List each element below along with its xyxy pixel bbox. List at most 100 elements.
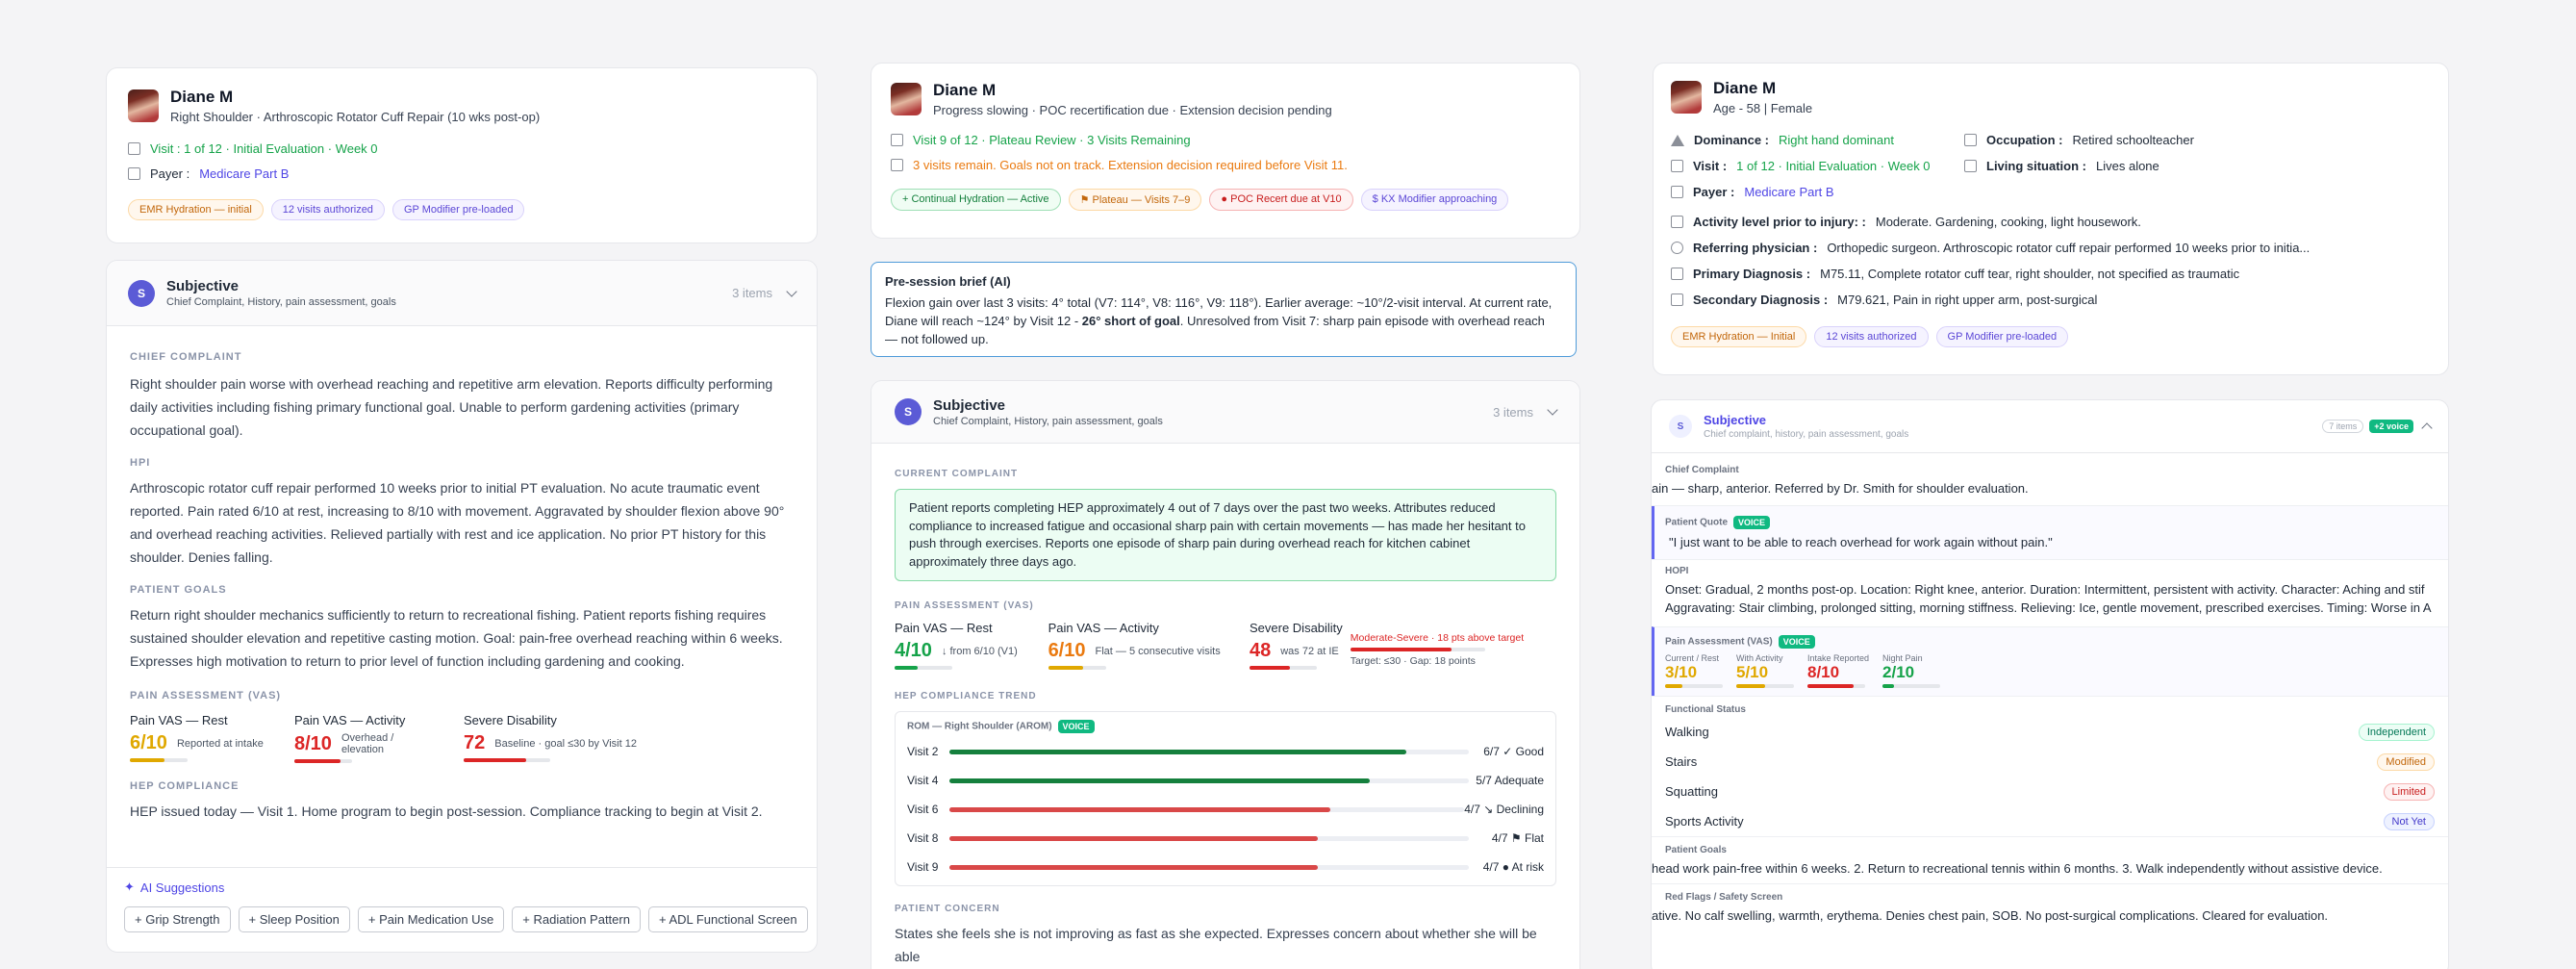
person-icon [1671, 242, 1683, 254]
brief-text: Flexion gain over last 3 visits: 4° tota… [885, 295, 1553, 328]
chip-emr-hydration[interactable]: EMR Hydration — Initial [1671, 326, 1807, 347]
section-subtitle: Chief Complaint, History, pain assessmen… [166, 296, 396, 308]
activity-icon [1671, 216, 1683, 228]
chief-complaint-label: Chief Complaint [1665, 465, 1739, 475]
hpi-label: HPI [130, 457, 151, 469]
vas-bar [1882, 684, 1895, 688]
patient-subtitle: Age - 58 | Female [1713, 101, 1813, 115]
chip-visits-authorized[interactable]: 12 visits authorized [1814, 326, 1929, 347]
dominance-value: Right hand dominant [1779, 133, 1894, 147]
subjective-header[interactable]: S Subjective Chief Complaint, History, p… [871, 381, 1579, 444]
activity-name: Sports Activity [1665, 814, 1744, 829]
patient-name: Diane M [933, 81, 997, 99]
vas-night-pain: Night Pain 2/10 [1882, 653, 1941, 688]
rom-label: ROM — Right Shoulder (AROM) [907, 721, 1052, 732]
occupation-value: Retired schoolteacher [2072, 133, 2194, 147]
vas-bar [1807, 684, 1854, 688]
suggestion-adl-screen[interactable]: + ADL Functional Screen [647, 906, 808, 932]
status-badge[interactable]: Modified [2377, 752, 2435, 771]
section-subtitle: Chief complaint, history, pain assessmen… [1704, 429, 1909, 440]
suggestion-grip-strength[interactable]: + Grip Strength [124, 906, 231, 932]
patient-subtitle: Progress slowing · POC recertification d… [933, 103, 1332, 117]
chip-continual-hydration[interactable]: + Continual Hydration — Active [891, 189, 1061, 211]
payer-link[interactable]: Medicare Part B [1744, 185, 1834, 199]
patient-header-card-1: Diane M Right Shoulder · Arthroscopic Ro… [106, 67, 818, 243]
document-icon [1671, 293, 1683, 306]
visit-info: Visit : 1 of 12 · Initial Evaluation · W… [150, 140, 378, 156]
status-badge[interactable]: Limited [2383, 782, 2435, 801]
trend-bar [949, 864, 1319, 870]
brief-title: Pre-session brief (AI) [885, 274, 1011, 289]
vas-current-rest: Current / Rest 3/10 [1665, 653, 1723, 688]
trend-visit-label: Visit 4 [907, 774, 939, 787]
patient-header-card-3: Diane M Age - 58 | Female Dominance : Rig… [1653, 63, 2449, 375]
vas-bar [1665, 684, 1682, 688]
avatar [128, 89, 159, 122]
subjective-header[interactable]: S Subjective Chief Complaint, History, p… [107, 261, 817, 326]
vas-activity: Pain VAS — Activity 6/10 Flat — 5 consecu… [1048, 621, 1230, 670]
trend-track [948, 806, 1465, 812]
severity-target: Target: ≤30 · Gap: 18 points [1350, 655, 1476, 667]
red-flags-text: ative. No calf swelling, warmth, erythem… [1652, 908, 2329, 923]
status-badge[interactable]: Not Yet [2383, 812, 2435, 830]
voice-badge: VOICE [1057, 720, 1095, 733]
chip-emr-hydration[interactable]: EMR Hydration — initial [128, 199, 264, 220]
chevron-down-icon[interactable] [1547, 404, 1558, 416]
chip-poc-recert[interactable]: ● POC Recert due at V10 [1209, 189, 1353, 211]
home-icon [1964, 160, 1977, 172]
vas-bar [1249, 666, 1290, 670]
section-badge: S [895, 398, 922, 425]
patient-goals-label: Patient Goals [1665, 845, 1727, 855]
visit-info: 1 of 12 · Initial Evaluation · Week 0 [1736, 159, 1931, 173]
voice-badge: VOICE [1778, 635, 1815, 649]
subjective-header[interactable]: S Subjective Chief complaint, history, p… [1652, 400, 2448, 453]
trend-value: 4/7 ● At risk [1482, 860, 1544, 874]
chevron-up-icon[interactable] [2421, 422, 2433, 434]
functional-status-row: Walking Independent [1652, 717, 2448, 747]
chip-kx-modifier[interactable]: $ KX Modifier approaching [1360, 189, 1509, 211]
trend-track [949, 778, 1469, 783]
building-icon [128, 166, 140, 180]
trend-row: Visit 2 6/7 ✓ Good [907, 737, 1544, 766]
chip-visits-authorized[interactable]: 12 visits authorized [270, 199, 385, 220]
chip-plateau[interactable]: ⚑ Plateau — Visits 7–9 [1068, 189, 1202, 211]
chief-complaint-text: Right shoulder pain worse with overhead … [130, 376, 773, 438]
functional-status-row: Sports Activity Not Yet [1652, 806, 2448, 836]
status-badge[interactable]: Independent [2358, 723, 2435, 741]
functional-status-row: Stairs Modified [1652, 747, 2448, 777]
red-flags-label: Red Flags / Safety Screen [1665, 892, 1783, 903]
vas-disability: Severe Disability 48 was 72 at IE Moderat… [1249, 621, 1556, 670]
patient-name: Diane M [1713, 79, 1777, 97]
calendar-icon [1671, 160, 1683, 172]
items-count: 7 items [2322, 420, 2364, 433]
avatar [891, 83, 922, 115]
trend-value: 4/7 ↘ Declining [1464, 803, 1544, 816]
vas-disability: Severe Disability 72 Baseline · goal ≤30 … [464, 713, 656, 763]
suggestion-sleep-position[interactable]: + Sleep Position [238, 906, 350, 932]
chevron-down-icon[interactable] [786, 285, 797, 297]
suggestion-pain-medication[interactable]: + Pain Medication Use [357, 906, 505, 932]
suggestion-radiation-pattern[interactable]: + Radiation Pattern [512, 906, 641, 932]
severity-note: Moderate-Severe · 18 pts above target [1350, 632, 1525, 644]
visit-info: Visit 9 of 12 · Plateau Review · 3 Visit… [913, 132, 1191, 147]
activity-name: Stairs [1665, 754, 1698, 769]
document-icon [1671, 268, 1683, 280]
activity-name: Walking [1665, 725, 1709, 739]
pain-assessment-label: PAIN ASSESSMENT (VAS) [895, 600, 1034, 611]
subjective-section-3: S Subjective Chief complaint, history, p… [1651, 399, 2449, 969]
trend-visit-label: Visit 2 [907, 745, 939, 758]
voice-badge: VOICE [1733, 516, 1771, 529]
calendar-icon [128, 141, 140, 155]
trend-bar [948, 806, 1330, 812]
section-badge: S [1669, 415, 1692, 438]
trend-bar [949, 749, 1407, 754]
chip-gp-modifier[interactable]: GP Modifier pre-loaded [391, 199, 525, 220]
hpi-text: Arthroscopic rotator cuff repair perform… [130, 480, 785, 565]
trend-row: Visit 6 4/7 ↘ Declining [907, 795, 1544, 824]
hep-compliance-text: HEP issued today — Visit 1. Home program… [130, 803, 763, 819]
items-count: 3 items [1493, 404, 1533, 420]
chip-gp-modifier[interactable]: GP Modifier pre-loaded [1935, 326, 2069, 347]
functional-status-row: Squatting Limited [1652, 777, 2448, 806]
payer-link[interactable]: Medicare Part B [199, 166, 290, 181]
trend-row: Visit 4 5/7 Adequate [907, 766, 1544, 795]
